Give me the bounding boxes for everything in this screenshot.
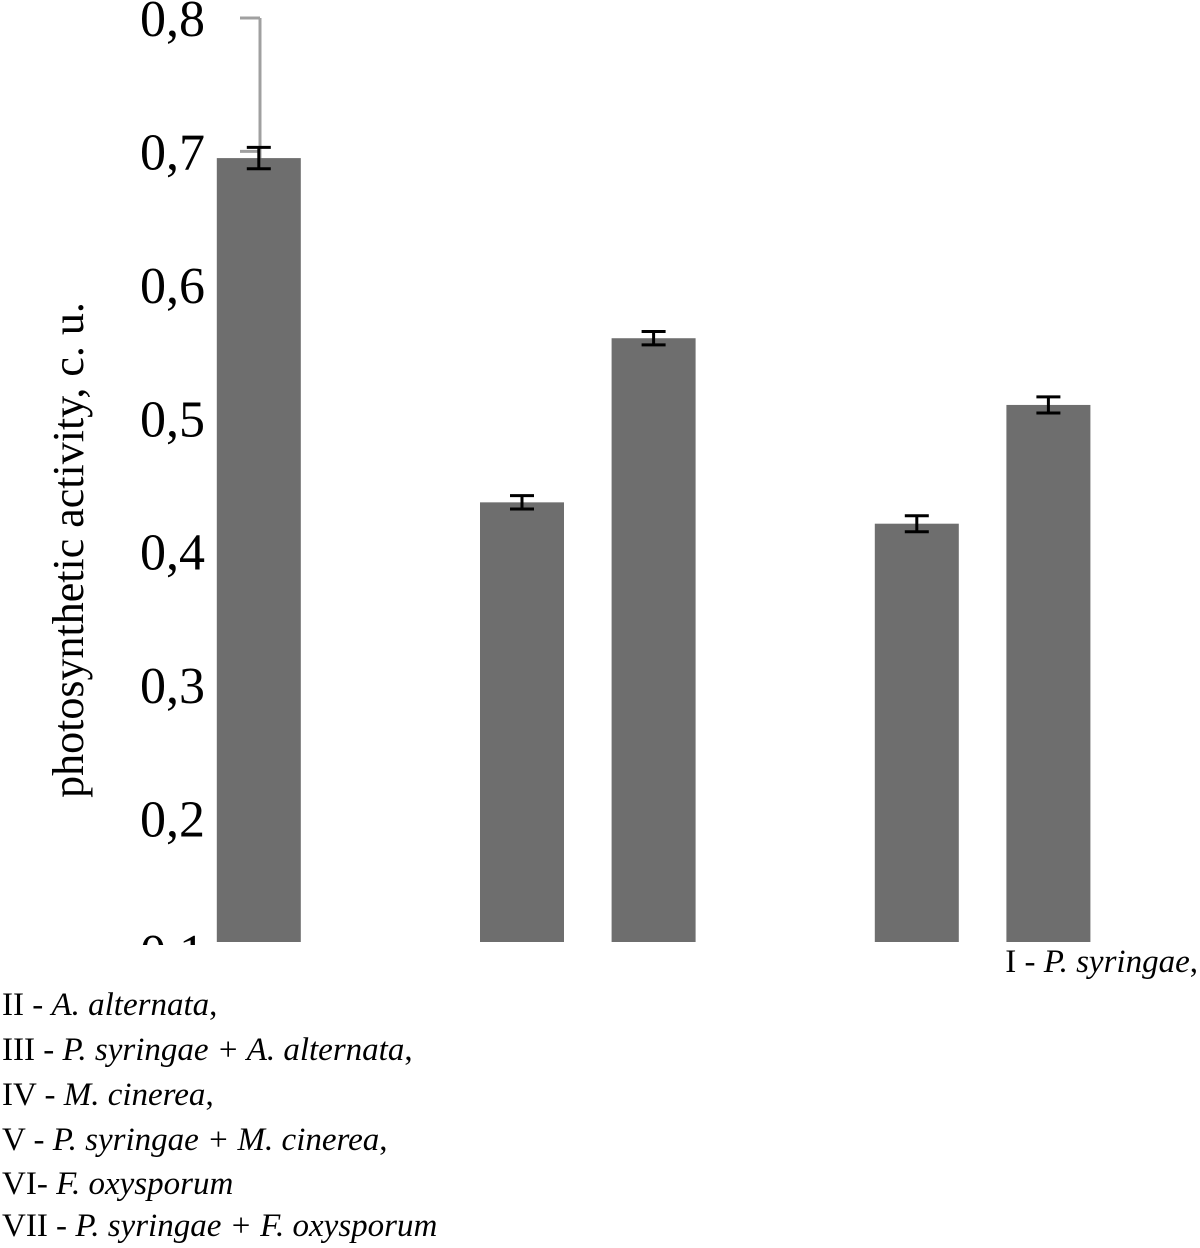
bar-VI [874,523,959,942]
y-axis-label: photosynthetic activity, c. u. [44,302,93,798]
y-tick-label: 0,5 [140,391,205,448]
bar-I [216,158,301,943]
legend-item-1: I - P. syringae, [1005,944,1198,980]
bar-VII [1006,404,1091,942]
y-tick-label: 0,3 [140,658,205,715]
y-tick-label: 0,1 [140,925,205,945]
legend-item-3: III - P. syringae + A. alternata, [2,1032,413,1068]
legend-item-6: VI- F. oxysporum [2,1166,234,1202]
y-tick-label: 0,6 [140,258,205,315]
legend-item-4: IV - M. cinerea, [2,1077,214,1113]
chart-svg: photosynthetic activity, c. u. 0,1 0,2 0,3… [44,0,1091,945]
bar-IV [611,338,696,942]
y-tick-label: 0,2 [140,792,205,849]
y-tick-label: 0,4 [140,525,205,582]
legend-item-7: VII - P. syringae + F. oxysporum [2,1208,438,1244]
y-tick-label: 0,8 [140,0,205,48]
legend-item-2: II - A. alternata, [2,987,218,1023]
legend-item-5: V - P. syringae + M. cinerea, [2,1122,388,1158]
bar-III [480,502,564,942]
bar-chart: photosynthetic activity, c. u. 0,1 0,2 0,3… [44,0,1091,945]
legend: I - P. syringae, II - A. alternata, III … [0,940,1200,1248]
y-tick-label: 0,7 [140,124,205,181]
